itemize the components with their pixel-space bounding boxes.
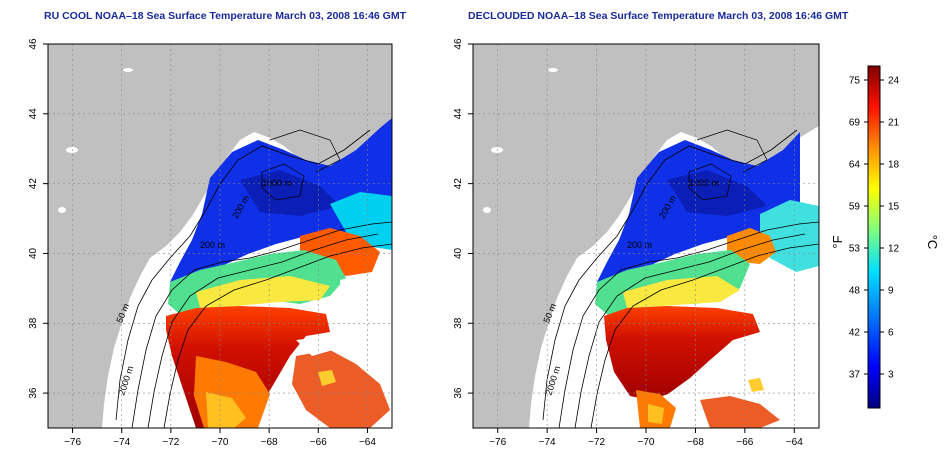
- sst-cold-patch: [667, 170, 767, 216]
- y-tick-label: 38: [453, 317, 464, 329]
- sst-warm-yellow: [648, 404, 664, 424]
- land-nova-scotia: [330, 100, 392, 148]
- colorbar-fahrenheit-label: 42: [849, 328, 861, 339]
- x-tick-label: −64: [786, 437, 803, 448]
- contour-georges: [261, 163, 305, 201]
- colorbar: 75 69 64 59 53 48 42 37 24 21 18 15 12 9 6 3 °F °C: [830, 65, 940, 409]
- x-tick-label: −76: [489, 437, 506, 448]
- y-tick-label: 46: [453, 38, 464, 50]
- y-tick-label: 42: [28, 178, 39, 190]
- map-panel-right: 200 m 1000 m 200 m 50 m 2000 m −76 −74 −72…: [453, 38, 820, 448]
- celsius-unit-label: °C: [925, 235, 940, 250]
- x-tick-label: −72: [588, 437, 605, 448]
- x-tick-label: −72: [162, 437, 179, 448]
- panel-title-left: RU COOL NOAA–18 Sea Surface Temperature …: [44, 10, 407, 22]
- x-tick-label: −64: [359, 437, 376, 448]
- y-tick-label: 44: [28, 108, 39, 120]
- contour-1000m: [147, 233, 379, 428]
- contour-200m: [131, 221, 392, 428]
- sst-yellow-band: [623, 276, 740, 308]
- y-tick-label: 38: [28, 317, 39, 329]
- axis-ticks-left: −76 −74 −72 −70 −68 −66 −64 36 38 40 42 44 46: [28, 38, 376, 448]
- grid-right: [473, 43, 819, 428]
- sst-yellow-band: [196, 276, 330, 308]
- sst-cold-patch: [240, 170, 340, 216]
- colorbar-fahrenheit-label: 75: [849, 76, 861, 87]
- sst-warm-spot: [748, 378, 764, 392]
- colorbar-fahrenheit-label: 59: [849, 202, 861, 213]
- colorbar-fahrenheit-label: 37: [849, 370, 861, 381]
- contour-200m: [558, 221, 819, 428]
- contour-2000m: [590, 243, 819, 428]
- contour-50m: [115, 129, 371, 421]
- x-tick-label: −68: [687, 437, 704, 448]
- lake: [491, 147, 503, 153]
- lake: [66, 147, 78, 153]
- colorbar-celsius-label: 9: [888, 286, 894, 297]
- colorbar-celsius-label: 3: [888, 370, 894, 381]
- colorbar-celsius-label: 6: [888, 328, 894, 339]
- contour-label: 1000 m: [262, 178, 292, 188]
- land-mass: [473, 44, 819, 428]
- sst-warm-spot: [318, 370, 336, 386]
- contour-label: 200 m: [627, 240, 652, 250]
- colorbar-celsius-label: 18: [888, 160, 900, 171]
- y-tick-label: 36: [28, 387, 39, 399]
- colorbar-fahrenheit-label: 48: [849, 286, 861, 297]
- x-tick-label: −66: [310, 437, 327, 448]
- colorbar-fahrenheit-label: 69: [849, 118, 861, 129]
- contour-gulf-maine: [696, 129, 768, 173]
- x-tick-label: −66: [736, 437, 753, 448]
- land-mass: [48, 44, 392, 428]
- x-tick-label: −68: [261, 437, 278, 448]
- contour-2000m: [163, 243, 392, 428]
- contour-georges: [688, 163, 732, 201]
- colorbar-fahrenheit-label: 64: [849, 160, 861, 171]
- lake: [483, 207, 491, 213]
- sst-slope-water: [760, 200, 819, 272]
- sst-slope-water: [330, 192, 392, 250]
- colorbar-celsius-label: 21: [888, 118, 900, 129]
- panel-title-right: DECLOUDED NOAA–18 Sea Surface Temperatur…: [468, 10, 849, 22]
- y-tick-label: 46: [28, 38, 39, 50]
- x-tick-label: −74: [539, 437, 556, 448]
- sst-warm-yellow: [206, 392, 246, 428]
- cloud-gap: [340, 268, 392, 334]
- sst-cold-water: [597, 132, 800, 296]
- fahrenheit-unit-label: °F: [830, 235, 845, 248]
- colorbar-celsius-ticks: 24 21 18 15 12 9 6 3: [880, 76, 900, 381]
- lake: [123, 68, 133, 72]
- lake: [548, 68, 558, 72]
- x-tick-label: −70: [212, 437, 229, 448]
- x-tick-label: −74: [113, 437, 130, 448]
- contour-label: 200 m: [200, 240, 225, 250]
- y-tick-label: 40: [453, 247, 464, 259]
- y-tick-label: 44: [453, 108, 464, 120]
- lake: [58, 207, 66, 213]
- x-tick-label: −76: [64, 437, 81, 448]
- colorbar-celsius-label: 24: [888, 76, 900, 87]
- contour-label: 1000 m: [689, 178, 719, 188]
- land-nova-scotia: [757, 100, 819, 148]
- map-panel-left: 200 m 1000 m 200 m 50 m 2000 m −76 −74 −72…: [28, 38, 393, 448]
- sst-warm-eddy: [727, 228, 776, 264]
- colorbar-scale: [867, 65, 881, 409]
- axis-ticks-right: −76 −74 −72 −70 −68 −66 −64 36 38 40 42 44 46: [453, 38, 803, 448]
- x-tick-label: −70: [638, 437, 655, 448]
- contour-50m: [542, 129, 798, 421]
- colorbar-fahrenheit-ticks: 75 69 64 59 53 48 42 37: [849, 76, 868, 381]
- y-tick-label: 40: [28, 247, 39, 259]
- y-tick-label: 36: [453, 387, 464, 399]
- sst-gulf-stream: [604, 306, 760, 400]
- contour-1000m: [574, 233, 806, 428]
- contour-gulf-maine: [269, 129, 341, 173]
- colorbar-fahrenheit-label: 53: [849, 244, 861, 255]
- y-tick-label: 42: [453, 178, 464, 190]
- sst-warm-patches: [292, 350, 390, 428]
- sst-warm-patches: [700, 396, 780, 428]
- colorbar-celsius-label: 15: [888, 202, 900, 213]
- colorbar-celsius-label: 12: [888, 244, 900, 255]
